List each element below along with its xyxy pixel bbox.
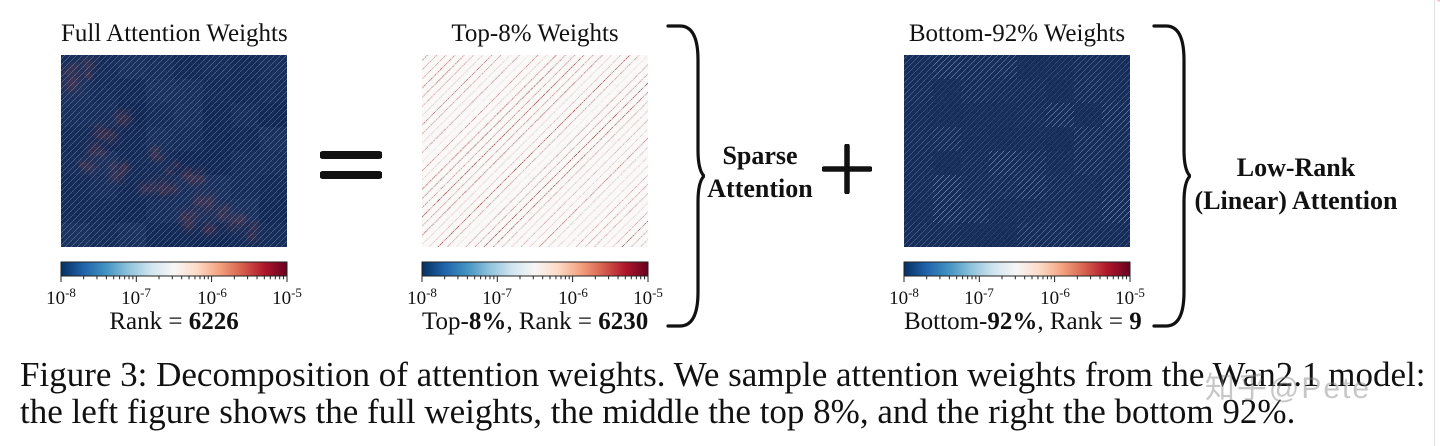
svg-text:10-6: 10-6 — [1040, 285, 1070, 309]
svg-text:10-5: 10-5 — [633, 285, 663, 309]
svg-text:10-6: 10-6 — [558, 285, 588, 309]
svg-text:10-6: 10-6 — [197, 285, 227, 309]
svg-text:10-8: 10-8 — [46, 285, 76, 309]
svg-text:10-5: 10-5 — [272, 285, 302, 309]
svg-text:10-7: 10-7 — [964, 285, 994, 309]
svg-text:10-7: 10-7 — [121, 285, 151, 309]
svg-text:10-7: 10-7 — [482, 285, 512, 309]
svg-text:10-5: 10-5 — [1115, 285, 1145, 309]
svg-text:10-8: 10-8 — [889, 285, 919, 309]
svg-text:10-8: 10-8 — [407, 285, 437, 309]
